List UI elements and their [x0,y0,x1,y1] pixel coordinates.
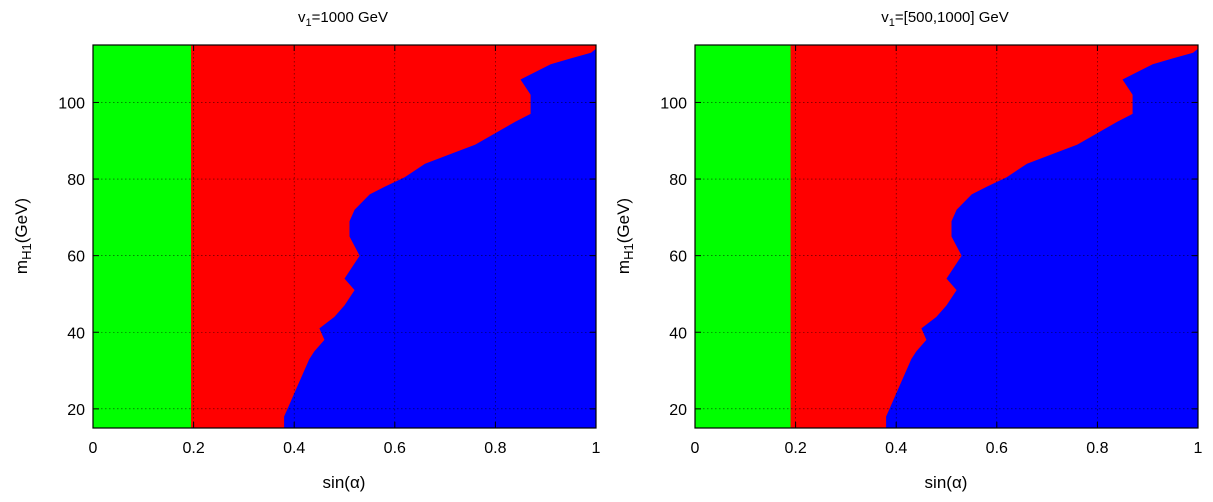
x-tick-label: 0.2 [784,440,806,457]
chart-title-1: v1=1000 GeV [298,9,388,29]
y-tick-label: 40 [669,325,687,342]
y-tick-label: 100 [58,95,85,112]
plot-frame-1 [92,44,597,429]
x-axis-label-1: sin(α) [323,473,366,492]
axis-ticks-2: 0 0.2 0.4 0.6 0.8 1 20 40 60 80 100 [660,45,1203,457]
x-tick-label: 0.4 [885,440,907,457]
x-tick-label: 1 [592,440,601,457]
y-tick-label: 60 [67,249,85,266]
y-tick-label: 100 [660,95,687,112]
x-tick-label: 0.6 [986,440,1008,457]
y-axis-label-2: mH1(GeV) [614,198,636,274]
plot-area-2 [695,45,1198,429]
y-tick-label: 60 [669,249,687,266]
chart-panel-2: v1=[500,1000] GeV 0 0.2 0.4 0.6 0.8 1 20 40 60 80… [614,9,1203,492]
y-axis-label-1: mH1(GeV) [12,198,34,274]
y-tick-label: 80 [669,172,687,189]
x-tick-label: 1 [1194,440,1203,457]
y-tick-label: 80 [67,172,85,189]
x-tick-label: 0.6 [384,440,406,457]
chart-panel-1: v1=1000 GeV 0 0.2 0.4 0.6 0.8 1 20 40 60 80 100 si… [12,9,601,492]
axis-ticks-1: 0 0.2 0.4 0.6 0.8 1 20 40 60 80 100 [58,45,601,457]
y-tick-label: 20 [669,402,687,419]
region-blue [284,48,596,429]
region-green [93,45,192,428]
plot-frame-2 [694,44,1199,429]
x-tick-label: 0.2 [182,440,204,457]
x-tick-label: 0 [691,440,700,457]
x-tick-label: 0 [89,440,98,457]
x-axis-label-2: sin(α) [925,473,968,492]
x-tick-label: 0.4 [283,440,305,457]
y-tick-label: 40 [67,325,85,342]
plot-area-1 [93,45,596,429]
x-tick-label: 0.8 [1086,440,1108,457]
chart-title-2: v1=[500,1000] GeV [881,9,1008,29]
x-tick-label: 0.8 [484,440,506,457]
region-blue [886,48,1198,429]
region-green [695,45,791,428]
y-tick-label: 20 [67,402,85,419]
